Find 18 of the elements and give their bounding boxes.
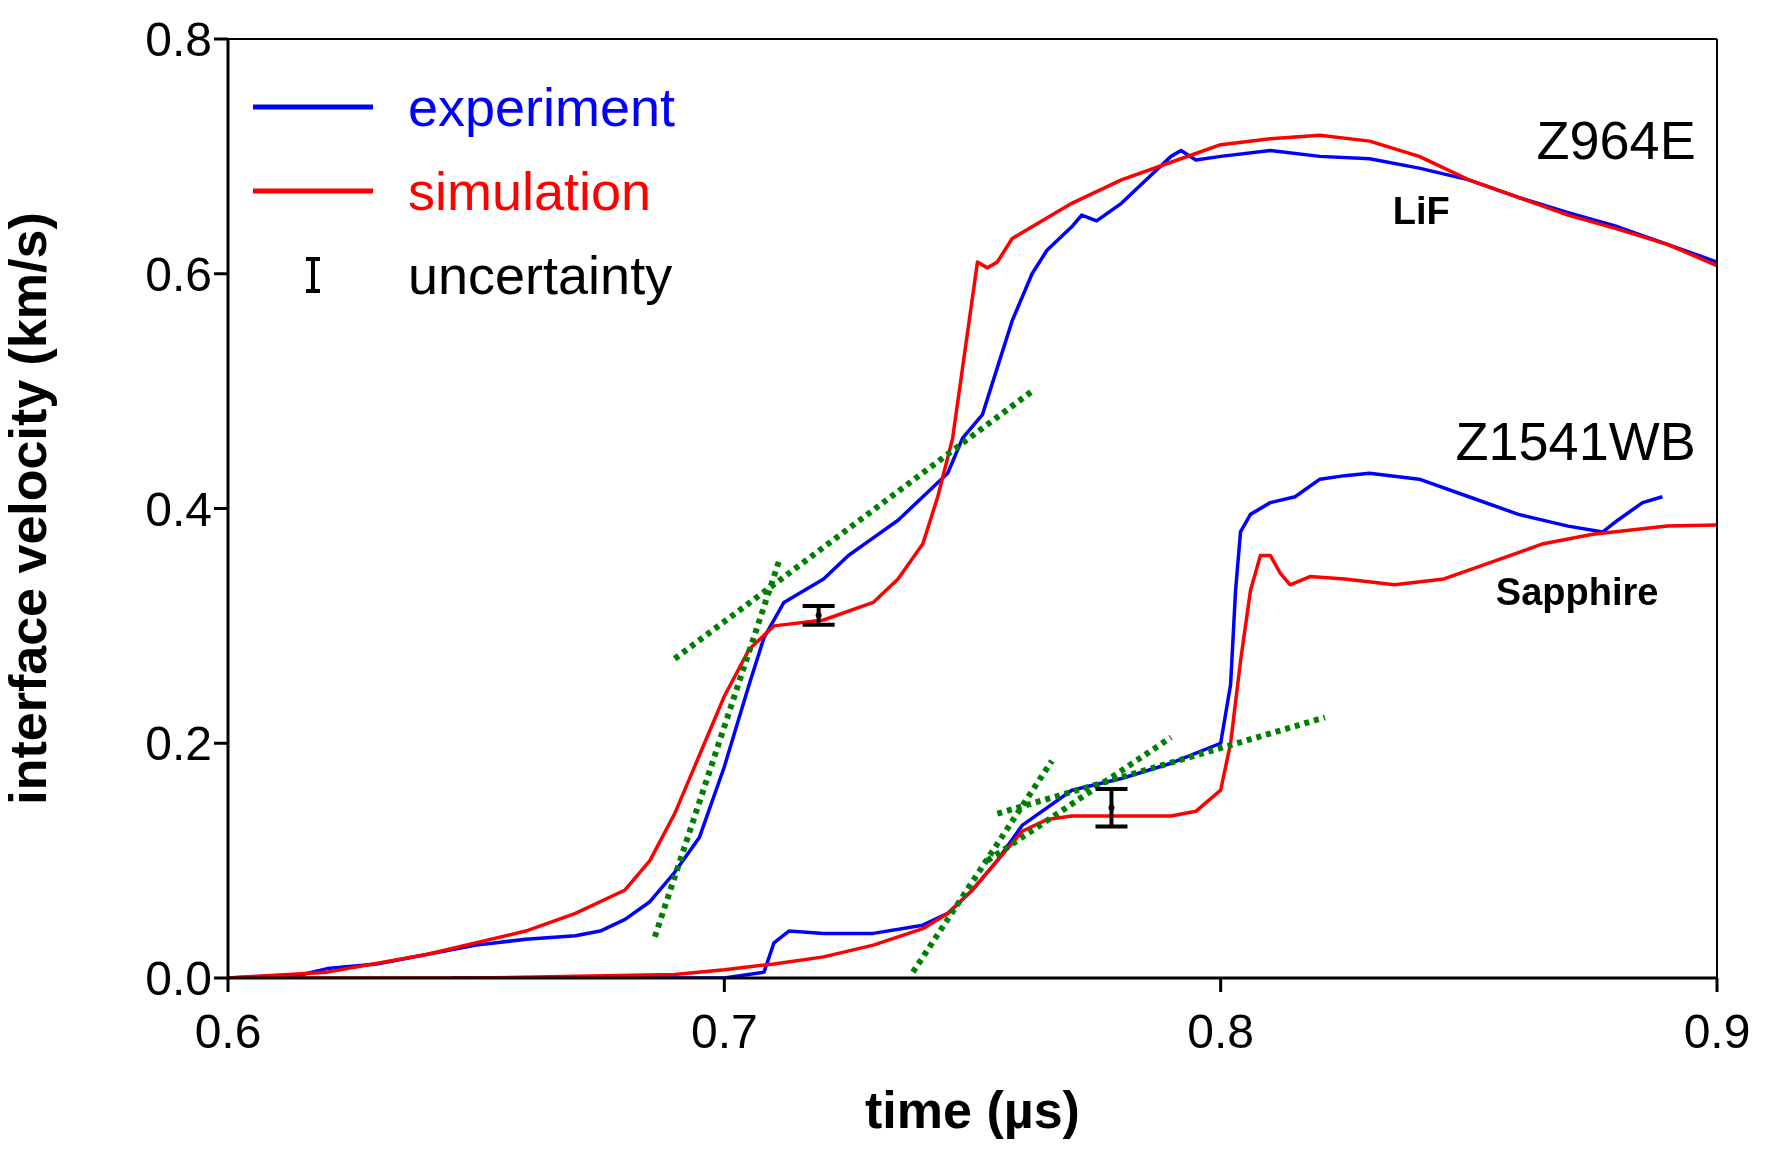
y-axis-title: interface velocity (km/s) (0, 212, 58, 805)
y-tick-label: 0.0 (145, 952, 212, 1006)
legend-label: simulation (408, 160, 652, 222)
x-tick-label: 0.7 (690, 1005, 758, 1059)
y-tick-label: 0.4 (145, 482, 212, 536)
x-tick-label: 0.6 (194, 1005, 262, 1059)
y-tick-label: 0.6 (145, 247, 212, 301)
x-tick-label: 0.9 (1683, 1005, 1751, 1059)
x-axis-title: time (µs) (865, 1081, 1080, 1139)
legend-label: experiment (408, 76, 676, 138)
y-tick-label: 0.8 (145, 13, 212, 67)
annotation: Z964E (1536, 110, 1696, 172)
y-tick-label: 0.2 (145, 717, 212, 771)
annotation: LiF (1392, 189, 1450, 233)
annotation: Z1541WB (1455, 411, 1696, 472)
annotation: Sapphire (1495, 570, 1659, 614)
legend-label: uncertainty (408, 244, 673, 306)
x-tick-label: 0.8 (1187, 1005, 1255, 1059)
